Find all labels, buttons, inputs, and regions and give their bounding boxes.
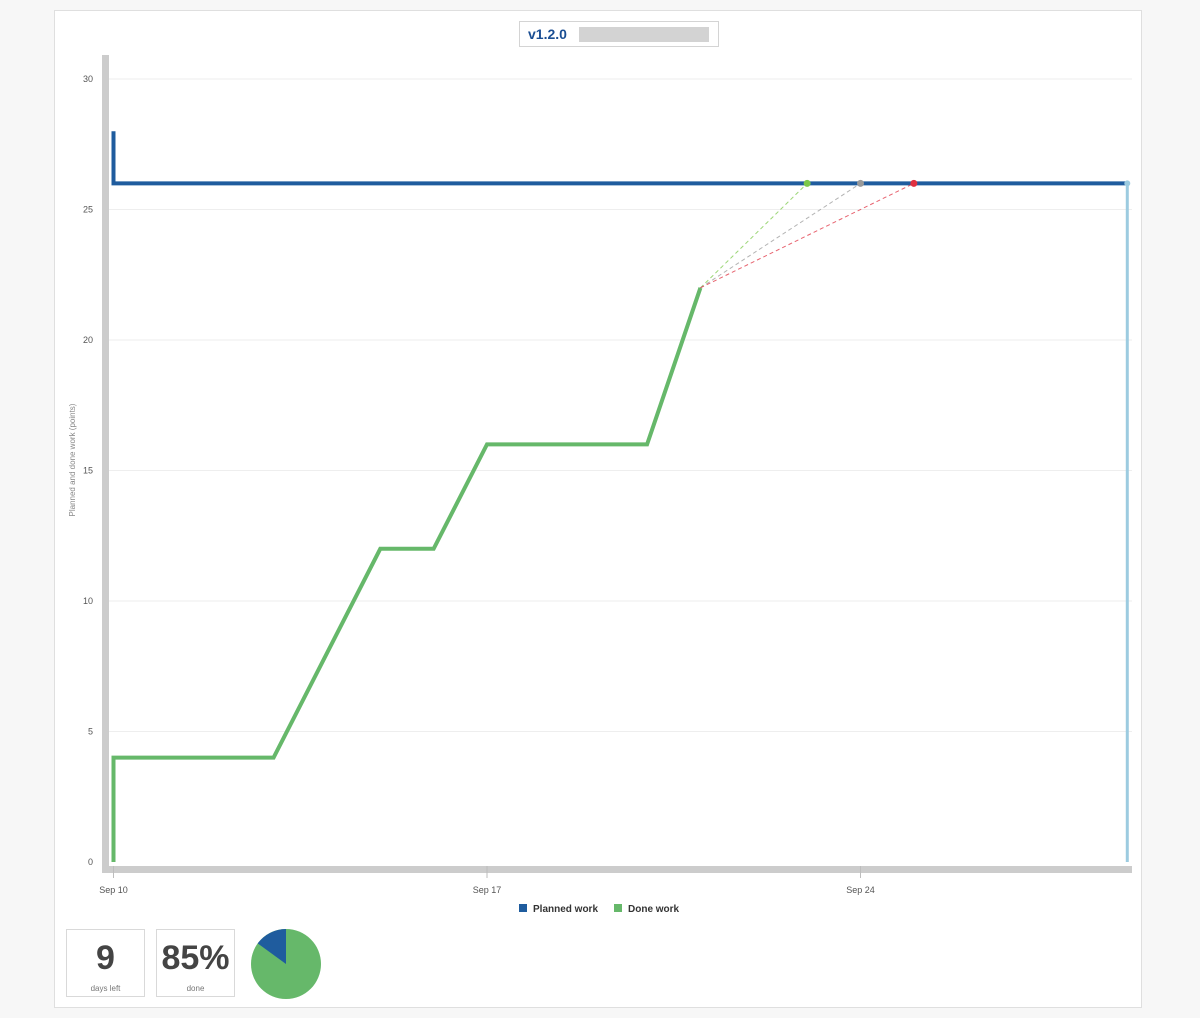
y-tick-label: 30 <box>83 74 93 84</box>
version-name-redacted <box>579 27 709 42</box>
forecast-optimistic-point <box>803 179 811 187</box>
done-percent-box: 85% done <box>156 929 235 997</box>
done-percent-value: 85% <box>161 939 230 977</box>
pie-remaining-slice <box>257 929 286 964</box>
x-tick-label: Sep 17 <box>473 885 502 895</box>
forecast-average-line <box>700 182 861 289</box>
legend-swatch-done <box>614 904 622 912</box>
y-tick-label: 25 <box>83 205 93 215</box>
y-axis-title: Planned and done work (points) <box>68 403 77 516</box>
done-percent-label: done <box>186 984 205 993</box>
x-tick-label: Sep 24 <box>846 885 875 895</box>
legend-label-done: Done work <box>628 904 680 915</box>
y-tick-label: 10 <box>83 596 93 606</box>
y-axis-bar <box>102 55 109 873</box>
days-left-box: 9 days left <box>66 929 145 997</box>
forecast-pessimistic-line <box>700 182 915 289</box>
burnup-panel <box>54 10 1142 1008</box>
y-tick-label: 5 <box>88 727 93 737</box>
x-tick-label: Sep 10 <box>99 885 128 895</box>
done-work-line <box>111 287 703 862</box>
y-tick-label: 20 <box>83 335 93 345</box>
version-label: v1.2.0 <box>528 26 567 42</box>
forecast-average-point <box>857 179 864 187</box>
burnup-chart: 0 5 10 15 20 25 30 Planned and done work (point… <box>68 55 1132 915</box>
y-tick-label: 0 <box>88 857 93 867</box>
done-pie-chart <box>251 929 321 999</box>
legend-swatch-planned <box>519 904 527 912</box>
days-left-value: 9 <box>96 939 115 977</box>
forecast-pessimistic-point <box>910 179 918 187</box>
days-left-label: days left <box>90 984 121 993</box>
forecast-optimistic-line <box>700 183 808 289</box>
planned-work-line <box>111 131 1128 186</box>
version-selector[interactable]: v1.2.0 <box>519 21 719 47</box>
scope-end-point <box>1124 180 1131 187</box>
y-tick-label: 15 <box>83 466 93 476</box>
legend-label-planned: Planned work <box>533 904 598 915</box>
x-axis-bar <box>102 866 1132 873</box>
